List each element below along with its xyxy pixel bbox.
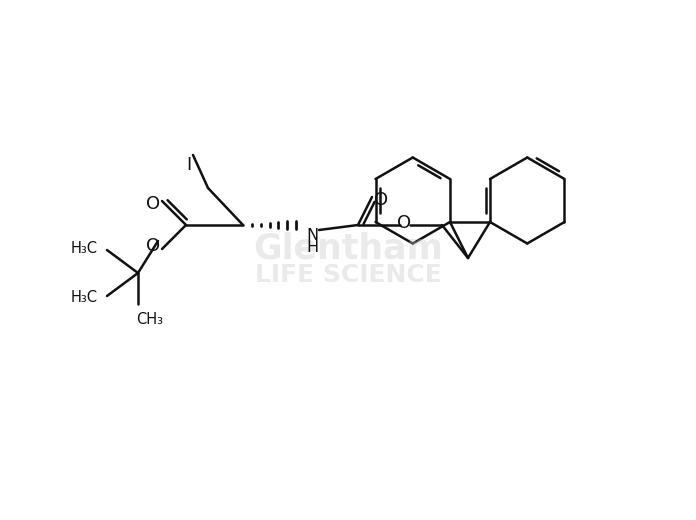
Text: O: O bbox=[146, 237, 160, 255]
Text: H₃C: H₃C bbox=[71, 241, 98, 255]
Text: H: H bbox=[306, 240, 318, 254]
Text: Glentham: Glentham bbox=[253, 231, 443, 265]
Text: CH₃: CH₃ bbox=[136, 311, 163, 327]
Text: I: I bbox=[187, 156, 191, 174]
Text: O: O bbox=[146, 195, 160, 213]
Text: O: O bbox=[397, 214, 411, 232]
Text: N: N bbox=[306, 228, 318, 242]
Text: H₃C: H₃C bbox=[71, 291, 98, 306]
Text: O: O bbox=[374, 191, 388, 209]
Text: LIFE SCIENCE: LIFE SCIENCE bbox=[255, 263, 441, 287]
